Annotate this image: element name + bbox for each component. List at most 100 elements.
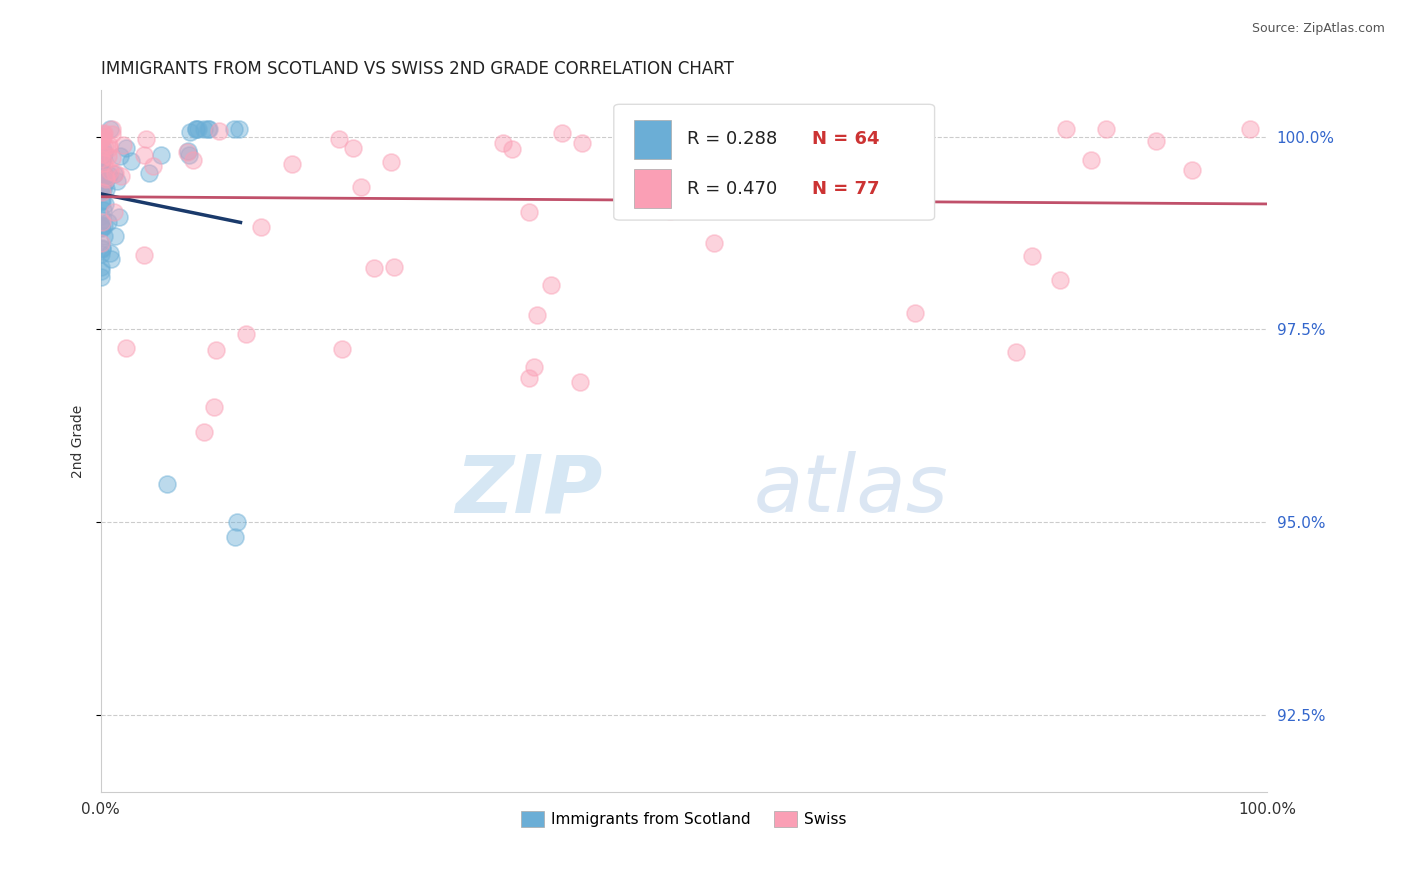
FancyBboxPatch shape <box>634 120 671 159</box>
Point <box>226 515 249 529</box>
Point <box>100 252 122 267</box>
Point <box>747 144 769 158</box>
Point <box>90 148 112 162</box>
Point <box>97 215 120 229</box>
Point <box>98 168 121 182</box>
Point <box>186 121 208 136</box>
Point <box>844 135 866 149</box>
Point <box>91 129 114 144</box>
Point <box>103 204 125 219</box>
Point <box>222 121 245 136</box>
Point <box>98 141 121 155</box>
Point <box>93 126 115 140</box>
Point <box>94 176 117 190</box>
Point <box>205 343 228 357</box>
Text: R = 0.470: R = 0.470 <box>688 179 778 197</box>
Point <box>134 248 156 262</box>
Point <box>90 152 112 166</box>
Point <box>904 306 927 320</box>
Point <box>176 145 198 159</box>
Point <box>526 308 548 322</box>
Point <box>903 143 925 157</box>
Point <box>90 219 112 234</box>
Point <box>90 152 112 166</box>
Point <box>91 152 114 166</box>
Point <box>91 194 114 209</box>
Point <box>111 138 134 153</box>
Point <box>104 229 127 244</box>
Point <box>98 138 121 153</box>
Point <box>890 133 912 147</box>
Point <box>90 246 112 260</box>
Point <box>100 246 122 260</box>
Text: Source: ZipAtlas.com: Source: ZipAtlas.com <box>1251 22 1385 36</box>
Point <box>281 157 304 171</box>
Point <box>105 174 128 188</box>
Point <box>98 164 121 178</box>
Point <box>91 127 114 141</box>
Point <box>517 205 540 219</box>
Point <box>94 181 117 195</box>
Point <box>90 146 112 161</box>
Point <box>97 149 120 163</box>
Y-axis label: 2nd Grade: 2nd Grade <box>72 404 86 478</box>
Point <box>90 221 112 235</box>
FancyBboxPatch shape <box>634 169 671 208</box>
Point <box>224 531 246 545</box>
Point <box>100 152 122 166</box>
Point <box>90 241 112 255</box>
Point <box>678 138 700 153</box>
Point <box>187 121 209 136</box>
Point <box>93 155 115 169</box>
Point <box>96 172 118 186</box>
Point <box>202 401 225 415</box>
Point <box>382 260 405 274</box>
Point <box>90 147 112 161</box>
Point <box>501 142 523 156</box>
Point <box>380 155 402 169</box>
Point <box>328 132 350 146</box>
Point <box>540 277 562 292</box>
Point <box>177 145 200 159</box>
Point <box>197 121 219 136</box>
Point <box>197 121 219 136</box>
Point <box>90 264 112 278</box>
Point <box>91 153 114 168</box>
Point <box>135 132 157 146</box>
Text: ZIP: ZIP <box>454 451 602 529</box>
Point <box>193 121 215 136</box>
Point <box>101 121 124 136</box>
Point <box>90 186 112 200</box>
Text: N = 77: N = 77 <box>813 179 880 197</box>
Point <box>156 476 179 491</box>
Point <box>90 210 112 224</box>
Point <box>90 162 112 177</box>
Point <box>94 139 117 153</box>
Point <box>1004 344 1026 359</box>
Text: N = 64: N = 64 <box>813 130 880 148</box>
Point <box>134 148 156 162</box>
Point <box>90 215 112 229</box>
Point <box>696 121 718 136</box>
Point <box>93 167 115 181</box>
Point <box>91 186 114 200</box>
Point <box>1054 121 1077 136</box>
Point <box>350 180 373 194</box>
Point <box>90 194 112 208</box>
Point <box>1021 249 1043 263</box>
Point <box>1080 153 1102 168</box>
Point <box>363 260 385 275</box>
Point <box>120 154 142 169</box>
Point <box>90 218 112 232</box>
Point <box>1144 134 1167 148</box>
Point <box>90 260 112 274</box>
Point <box>91 142 114 156</box>
Point <box>250 219 273 234</box>
Point <box>98 121 121 136</box>
Point <box>90 160 112 174</box>
Point <box>179 125 201 139</box>
Point <box>228 121 250 136</box>
Point <box>1095 121 1118 136</box>
Point <box>907 128 929 142</box>
Point <box>103 167 125 181</box>
